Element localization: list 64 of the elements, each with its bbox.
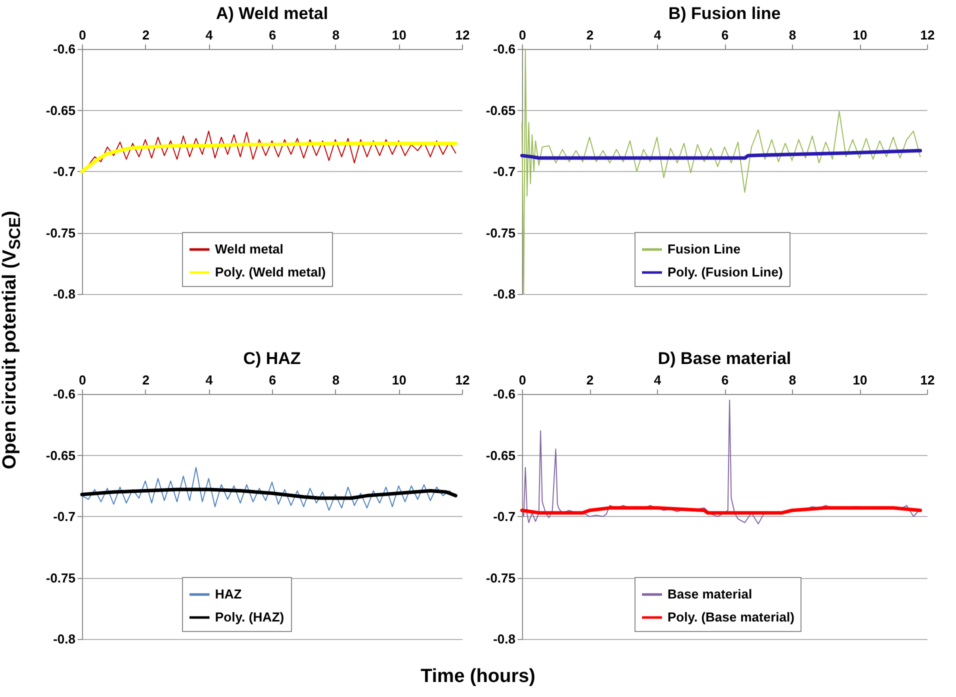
chart-title: B) Fusion line — [668, 4, 781, 23]
x-tick-label: 6 — [721, 28, 729, 42]
y-tick-label: -0.6 — [53, 42, 76, 56]
x-tick-label: 0 — [78, 28, 86, 42]
legend-label: Fusion Line — [668, 242, 740, 256]
chart-title: A) Weld metal — [216, 4, 328, 23]
x-tick-label: 8 — [788, 28, 796, 42]
legend-label: Poly. (Weld metal) — [215, 264, 326, 280]
y-tick-label: -0.65 — [46, 448, 76, 463]
x-tick-label: 12 — [455, 28, 470, 42]
y-tick-label: -0.6 — [493, 42, 516, 56]
x-tick-label: 10 — [852, 28, 868, 42]
legend-label: Poly. (Base material) — [668, 610, 794, 624]
y-tick-label: -0.75 — [46, 570, 76, 586]
line-series — [520, 148, 922, 160]
x-tick-label: 4 — [206, 28, 214, 42]
y-tick-label: -0.7 — [493, 509, 516, 524]
x-tick-label: 2 — [586, 28, 594, 42]
legend-label: HAZ — [215, 586, 242, 602]
x-tick-label: 0 — [518, 28, 526, 42]
x-tick-label: 8 — [332, 372, 340, 388]
legend-label: Poly. (Fusion Line) — [668, 264, 783, 280]
y-tick-label: -0.6 — [493, 386, 516, 402]
x-tick-label: 0 — [518, 372, 526, 388]
y-tick-label: -0.8 — [493, 286, 516, 302]
y-tick-label: -0.65 — [486, 448, 516, 463]
x-tick-label: 6 — [268, 372, 276, 388]
x-tick-label: 8 — [788, 372, 796, 388]
x-tick-label: 8 — [332, 28, 340, 42]
chart-title: D) Base material — [658, 349, 792, 368]
x-tick-label: 2 — [142, 372, 150, 388]
x-tick-label: 4 — [654, 28, 662, 42]
y-tick-label: -0.65 — [46, 102, 76, 118]
x-tick-label: 12 — [920, 372, 935, 388]
x-tick-label: 6 — [268, 28, 276, 42]
x-tick-label: 2 — [586, 372, 594, 388]
legend-label: Base material — [668, 586, 752, 602]
x-tick-label: 10 — [852, 372, 868, 388]
x-tick-label: 12 — [455, 372, 470, 388]
y-tick-label: -0.7 — [53, 509, 76, 524]
x-tick-label: 0 — [78, 372, 86, 388]
y-tick-label: -0.7 — [493, 164, 516, 179]
y-tick-label: -0.8 — [53, 286, 76, 302]
y-tick-label: -0.75 — [486, 570, 516, 586]
y-tick-label: -0.65 — [486, 102, 516, 118]
x-axis-title: Time (hours) — [420, 666, 536, 688]
x-tick-label: 12 — [920, 28, 935, 42]
x-tick-label: 4 — [654, 372, 662, 388]
legend-label: Poly. (HAZ) — [215, 610, 284, 624]
chart-title: C) HAZ — [243, 349, 301, 368]
y-tick-label: -0.6 — [53, 386, 76, 402]
x-tick-label: 2 — [142, 28, 150, 42]
y-tick-label: -0.75 — [486, 225, 516, 240]
x-tick-label: 10 — [392, 28, 406, 42]
legend-label: Weld metal — [215, 242, 284, 256]
y-tick-label: -0.8 — [53, 632, 76, 646]
y-tick-label: -0.8 — [493, 632, 516, 646]
x-tick-label: 10 — [392, 372, 406, 388]
x-tick-label: 4 — [206, 372, 214, 388]
line-series — [80, 488, 458, 500]
y-tick-label: -0.7 — [53, 164, 76, 179]
y-tick-label: -0.75 — [46, 225, 76, 240]
x-tick-label: 6 — [721, 372, 729, 388]
line-series — [80, 142, 458, 174]
